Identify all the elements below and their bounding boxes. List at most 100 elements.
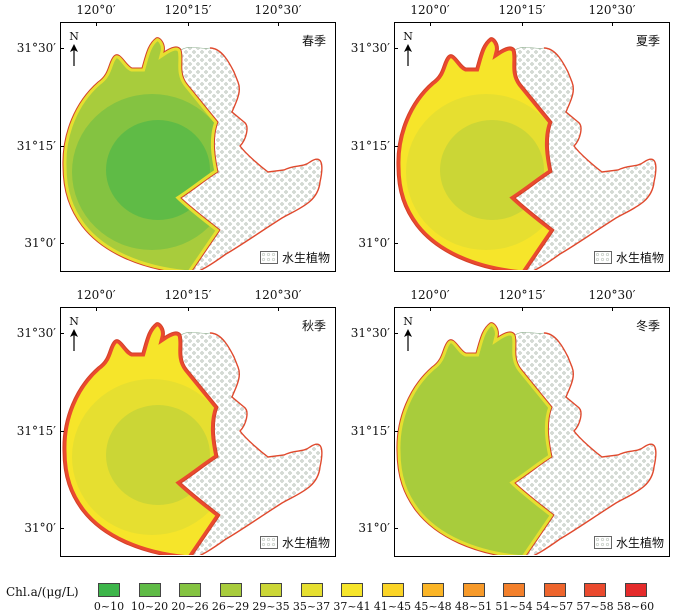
- legend-label: 26~29: [211, 600, 250, 613]
- legend-label: 48~51: [454, 600, 493, 613]
- vegetation-shoreline: [199, 332, 323, 555]
- lat-tick: [60, 243, 64, 244]
- vegetation-swatch: [593, 251, 612, 264]
- legend-label: 10~20: [130, 600, 169, 613]
- season-label: 秋季: [301, 319, 326, 333]
- lon-label: 120°0′: [76, 288, 116, 302]
- legend-item: 10~20: [127, 583, 173, 613]
- north-arrow-icon: N: [402, 30, 414, 66]
- lake-outline: [62, 37, 221, 270]
- legend-swatch: [462, 583, 485, 597]
- lon-label: 120°15′: [164, 3, 212, 17]
- lon-label: 120°30′: [588, 288, 636, 302]
- vegetation-shoreline: [533, 332, 657, 555]
- season-label: 春季: [301, 34, 326, 48]
- lat-label: 31°0′: [358, 236, 390, 250]
- vegetation-label: 水生植物: [281, 251, 330, 265]
- lon-tick: [96, 307, 97, 311]
- vegetation-shoreline: [199, 47, 323, 270]
- vegetation-label: 水生植物: [281, 536, 330, 550]
- north-arrow-icon: N: [402, 315, 414, 351]
- legend-item: 51~54: [491, 583, 537, 613]
- chl-legend: Chl.a/(μg/L) 0~10 10~20 20~26 26~29 29~35 35~…: [0, 571, 673, 614]
- legend-swatch: [422, 583, 444, 597]
- legend-swatch: [300, 583, 323, 597]
- lat-tick: [394, 146, 398, 147]
- legend-swatch: [98, 583, 120, 597]
- vegetation-legend: 水生植物: [259, 534, 330, 551]
- legend-item: 41~45: [370, 583, 416, 613]
- legend-item: 58~60: [613, 583, 659, 613]
- lat-tick: [394, 431, 398, 432]
- lat-label: 31°15′: [350, 139, 390, 153]
- lon-label: 120°30′: [254, 288, 302, 302]
- legend-label: 51~54: [495, 600, 533, 613]
- legend-label: 57~58: [576, 600, 614, 613]
- legend-item: 35~37: [289, 583, 335, 613]
- map-frame: [60, 307, 336, 557]
- lat-tick: [394, 333, 398, 334]
- vegetation-legend: 水生植物: [593, 534, 664, 551]
- lat-tick: [394, 243, 398, 244]
- legend-label: 54~57: [535, 600, 574, 613]
- vegetation-swatch: [259, 251, 278, 264]
- legend-swatch: [219, 583, 242, 597]
- lat-label: 31°0′: [24, 236, 56, 250]
- north-label: N: [403, 315, 413, 328]
- lat-tick: [60, 528, 64, 529]
- lon-tick: [188, 307, 189, 311]
- legend-label: 45~48: [414, 600, 452, 613]
- lat-label: 31°30′: [350, 41, 390, 55]
- legend-label: 35~37: [292, 600, 331, 613]
- lake-outline: [396, 37, 555, 270]
- lon-tick: [522, 307, 523, 311]
- lon-label: 120°0′: [410, 3, 450, 17]
- map-panel-winter: 120°0′ 120°15′ 120°30′ 31°30′ 31°15′ 31°0′ 冬季 N…: [351, 288, 670, 557]
- legend-item: 0~10: [86, 583, 132, 613]
- legend-label: 20~26: [171, 600, 209, 613]
- lake-outline: [62, 322, 221, 555]
- legend-swatch: [341, 583, 363, 597]
- map-panel-autumn: 120°0′ 120°15′ 120°30′ 31°30′ 31°15′ 31°0′ 秋季 N…: [17, 288, 336, 557]
- lat-label: 31°15′: [350, 424, 390, 438]
- lake-map: [396, 37, 657, 270]
- legend-swatch: [503, 583, 525, 597]
- north-arrow-icon: N: [68, 30, 80, 66]
- lat-label: 31°30′: [16, 326, 56, 340]
- lon-tick: [278, 22, 279, 26]
- legend-item: 37~41: [329, 583, 375, 613]
- lon-tick: [612, 22, 613, 26]
- legend-item: 26~29: [208, 583, 254, 613]
- map-frame: [394, 22, 670, 272]
- lake-map: [62, 322, 323, 555]
- legend-label: 29~35: [252, 600, 290, 613]
- season-label: 冬季: [635, 319, 660, 333]
- map-frame: [60, 22, 336, 272]
- lon-tick: [612, 307, 613, 311]
- legend-item: 54~57: [532, 583, 578, 613]
- lon-tick: [522, 22, 523, 26]
- vegetation-shoreline: [533, 47, 657, 270]
- lat-label: 31°15′: [16, 139, 56, 153]
- legend-swatch: [584, 583, 606, 597]
- north-label: N: [69, 315, 79, 328]
- lat-label: 31°0′: [358, 521, 390, 535]
- legend-label: 37~41: [333, 600, 371, 613]
- vegetation-label: 水生植物: [615, 251, 664, 265]
- lon-label: 120°30′: [588, 3, 636, 17]
- north-label: N: [403, 30, 413, 43]
- lon-tick: [188, 22, 189, 26]
- lat-tick: [60, 333, 64, 334]
- lat-tick: [60, 431, 64, 432]
- vegetation-swatch: [259, 536, 278, 549]
- legend-item: 45~48: [410, 583, 456, 613]
- lon-label: 120°15′: [498, 288, 546, 302]
- lat-tick: [394, 528, 398, 529]
- lon-label: 120°0′: [76, 3, 116, 17]
- lat-tick: [60, 146, 64, 147]
- lat-label: 31°15′: [16, 424, 56, 438]
- north-label: N: [69, 30, 79, 43]
- legend-label: 0~10: [93, 600, 125, 613]
- legend-swatch: [381, 583, 404, 597]
- legend-swatch: [138, 583, 161, 597]
